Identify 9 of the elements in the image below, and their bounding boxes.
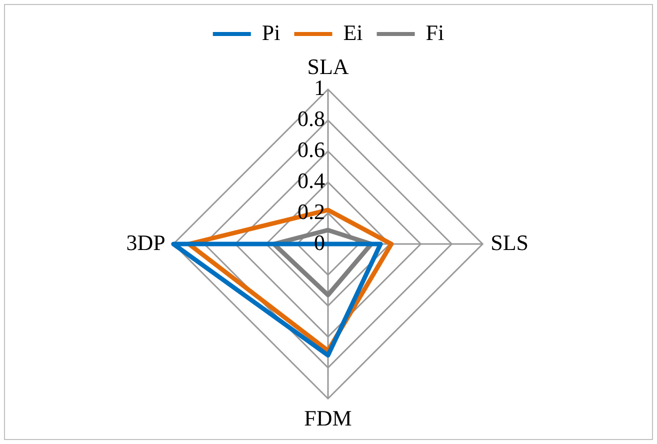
y-tick-label: 0.4: [298, 168, 325, 193]
legend-label: Fi: [426, 20, 444, 45]
spoke-label: FDM: [304, 406, 352, 431]
legend-label: Pi: [262, 20, 280, 45]
spoke-label: SLS: [490, 230, 529, 255]
legend-label: Ei: [343, 20, 363, 45]
y-tick-label: 0.6: [298, 137, 325, 162]
spoke-label: 3DP: [126, 230, 166, 255]
y-tick-label: 0.8: [298, 106, 325, 132]
